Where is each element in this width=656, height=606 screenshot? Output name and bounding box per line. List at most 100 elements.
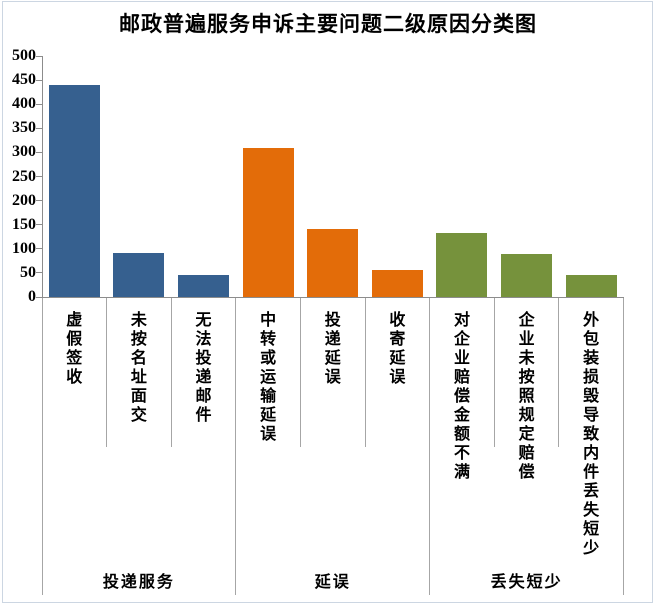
category-label: 未按名址面交 <box>129 311 149 425</box>
category-label-char: 无 <box>195 312 212 329</box>
category-label-char: 中 <box>260 312 277 329</box>
category-label-char: 对 <box>453 312 470 329</box>
y-axis-tick-label: 450 <box>12 71 36 89</box>
y-axis-tick-mark <box>36 55 42 57</box>
y-axis-tick-mark <box>36 151 42 153</box>
y-axis-tick-mark <box>36 272 42 274</box>
category-divider-line <box>170 298 172 447</box>
y-axis-tick-mark <box>36 79 42 81</box>
y-axis-tick-label: 400 <box>12 95 36 113</box>
category-label: 外包装损毁导致内件丢失短少 <box>581 311 601 558</box>
category-label-char: 业 <box>453 350 470 367</box>
category-label-char: 收 <box>389 312 406 329</box>
category-label-char: 定 <box>518 426 535 443</box>
category-label-char: 投 <box>195 350 212 367</box>
category-label: 中转或运输延误 <box>258 311 278 444</box>
category-label-char: 延 <box>324 350 341 367</box>
category-label-char: 毁 <box>583 388 600 405</box>
group-divider-line <box>235 298 237 595</box>
category-label-char: 件 <box>583 464 600 481</box>
y-axis-tick-label: 100 <box>12 239 36 257</box>
y-axis-tick-label: 350 <box>12 119 36 137</box>
category-label-char: 不 <box>453 445 470 462</box>
category-label-char: 装 <box>583 350 600 367</box>
y-axis-tick-mark <box>36 224 42 226</box>
group-label: 丢失短少 <box>490 574 563 591</box>
category-label-char: 按 <box>518 369 535 386</box>
category-label-char: 址 <box>130 369 147 386</box>
category-label-char: 满 <box>453 464 470 481</box>
bar-虚假签收 <box>48 84 100 297</box>
category-divider-line <box>106 298 108 447</box>
group-label: 投递服务 <box>102 574 175 591</box>
category-label: 无法投递邮件 <box>194 311 214 425</box>
group-label: 延误 <box>314 574 351 591</box>
category-label-char: 导 <box>583 407 600 424</box>
category-label-char: 邮 <box>195 388 212 405</box>
category-label-char: 额 <box>453 426 470 443</box>
y-axis-tick-label: 250 <box>12 167 36 185</box>
y-axis-tick-mark <box>36 296 42 298</box>
category-label-char: 损 <box>583 369 600 386</box>
group-divider-line <box>429 298 431 595</box>
y-axis-tick-label: 500 <box>12 47 36 64</box>
category-label-char: 失 <box>583 502 600 519</box>
bar-外包装损毁导致内件丢失短少 <box>565 275 617 297</box>
y-axis-tick-mark <box>36 200 42 202</box>
bar-投递延误 <box>307 228 359 297</box>
category-label-char: 交 <box>130 407 147 424</box>
bar-无法投递邮件 <box>178 275 230 297</box>
category-label-char: 或 <box>260 350 277 367</box>
category-label-char: 偿 <box>518 464 535 481</box>
bar-中转或运输延误 <box>242 147 294 297</box>
category-label-char: 寄 <box>389 331 406 348</box>
category-label-char: 少 <box>583 540 600 557</box>
group-divider-line <box>41 298 43 595</box>
category-label: 投递延误 <box>323 311 343 387</box>
group-divider-line <box>623 298 624 595</box>
category-divider-line <box>493 298 495 447</box>
y-axis-tick-mark <box>36 127 42 129</box>
bar-企业未按照规定赔偿 <box>501 253 553 297</box>
category-label: 收寄延误 <box>387 311 407 387</box>
category-label-char: 递 <box>195 369 212 386</box>
x-axis-line <box>42 297 624 298</box>
category-label-char: 赔 <box>518 445 535 462</box>
y-axis-tick-mark <box>36 248 42 250</box>
category-label-char: 误 <box>324 369 341 386</box>
category-label-char: 投 <box>324 312 341 329</box>
bar-收寄延误 <box>371 269 423 297</box>
category-label-char: 致 <box>583 426 600 443</box>
y-axis-line <box>41 56 43 297</box>
category-label-char: 法 <box>195 331 212 348</box>
category-label-char: 业 <box>518 331 535 348</box>
category-label-char: 虚 <box>66 312 83 329</box>
category-label: 对企业赔偿金额不满 <box>452 311 472 482</box>
category-label-char: 金 <box>453 407 470 424</box>
category-label-char: 未 <box>518 350 535 367</box>
category-label-char: 外 <box>583 312 600 329</box>
category-label-char: 延 <box>260 407 277 424</box>
category-label-char: 未 <box>130 312 147 329</box>
category-label-char: 误 <box>389 369 406 386</box>
category-label-char: 递 <box>324 331 341 348</box>
y-axis-tick-label: 0 <box>28 288 36 305</box>
chart-title: 邮政普遍服务申诉主要问题二级原因分类图 <box>119 12 537 36</box>
category-divider-line <box>558 298 560 447</box>
category-label-char: 面 <box>130 388 147 405</box>
category-label-char: 转 <box>260 331 277 348</box>
category-label-char: 内 <box>583 445 600 462</box>
y-axis-tick-mark <box>36 103 42 105</box>
category-label-char: 丢 <box>583 483 600 500</box>
category-label-char: 按 <box>130 331 147 348</box>
bar-未按名址面交 <box>113 252 165 297</box>
category-label: 虚假签收 <box>64 311 84 387</box>
category-label-char: 包 <box>583 331 600 348</box>
category-label-char: 运 <box>260 369 277 386</box>
category-label-char: 偿 <box>453 388 470 405</box>
category-divider-line <box>299 298 301 447</box>
y-axis-tick-label: 300 <box>12 143 36 161</box>
category-label-char: 收 <box>66 369 83 386</box>
category-label-char: 假 <box>66 331 83 348</box>
category-label-char: 短 <box>583 521 600 538</box>
